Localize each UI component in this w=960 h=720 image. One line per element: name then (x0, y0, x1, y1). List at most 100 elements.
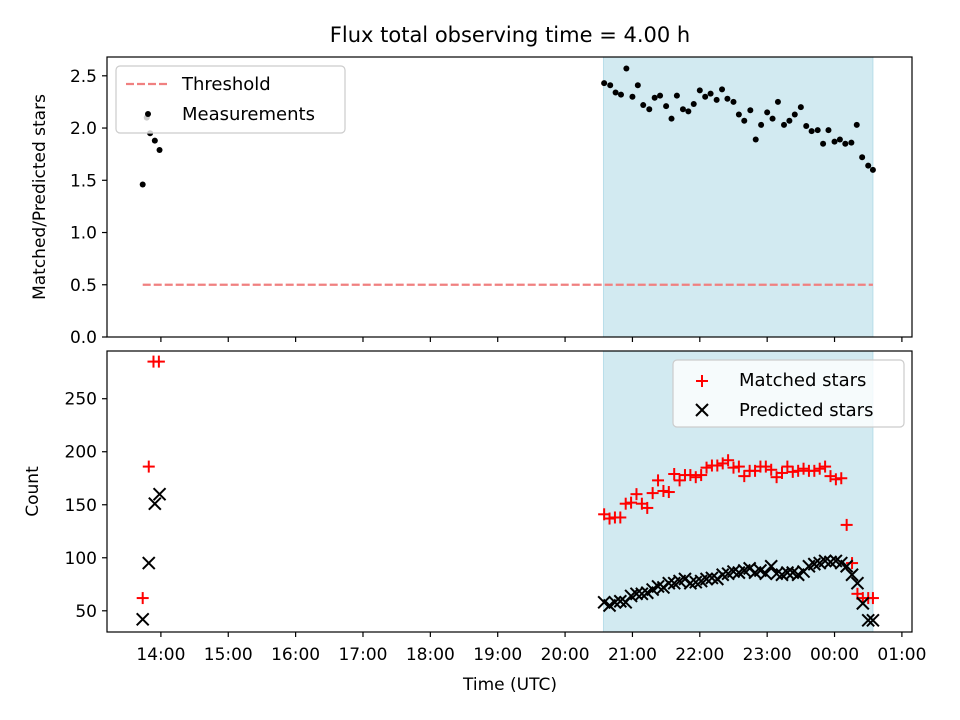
predicted-star-point (759, 566, 773, 581)
matched-star-point (619, 497, 632, 510)
x-tick-label: 16:00 (271, 645, 320, 665)
measurement-point (764, 109, 771, 116)
matched-star-point (732, 460, 745, 473)
measurement-point (629, 93, 636, 100)
predicted-star-point (613, 594, 628, 608)
matched-star-point (797, 462, 810, 475)
matched-star-point (668, 468, 681, 481)
observing-window-shade-top (602, 56, 874, 338)
y-tick-label: 50 (75, 602, 97, 622)
matched-star-point (630, 488, 643, 501)
predicted-star-point (705, 571, 719, 585)
y-tick-label: 100 (65, 549, 97, 569)
bottom-legend: Matched stars Predicted stars (672, 359, 905, 428)
legend-predicted-label: Predicted stars (739, 400, 873, 421)
predicted-star-point (856, 596, 870, 611)
x-tick-label: 00:00 (810, 645, 859, 665)
x-tick-label: 14:00 (136, 645, 185, 665)
legend-threshold-label: Threshold (181, 74, 271, 95)
matched-star-point (727, 461, 740, 474)
predicted-star-point (807, 557, 822, 571)
predicted-star-point (780, 565, 795, 580)
bottom-y-axis-ticks: 50 100 150 200 250 (65, 390, 107, 622)
matched-star-point (711, 459, 724, 472)
bottom-x-axis-ticks: 14:00 15:00 16:00 17:00 18:00 19:00 20:00 21:00… (136, 632, 926, 665)
bottom-y-axis-label: Count (23, 466, 43, 517)
legend-matched-swatch (696, 375, 708, 387)
measurement-point (139, 181, 146, 188)
y-tick-label: 2.5 (70, 67, 97, 87)
predicted-star-point (861, 613, 875, 628)
x-tick-label: 15:00 (204, 645, 253, 665)
measurement-point (791, 111, 798, 118)
measurement-point (685, 108, 692, 115)
matched-star-point (846, 557, 859, 570)
predicted-star-point (148, 496, 162, 511)
measurement-point (673, 92, 680, 99)
shaded-region (602, 56, 874, 338)
predicted-star-point (866, 613, 880, 628)
measurement-point (657, 92, 664, 99)
measurement-point (797, 104, 804, 111)
matched-star-point (641, 501, 654, 514)
measurement-point (836, 136, 843, 143)
predicted-star-point (845, 568, 859, 582)
measurement-point (842, 140, 849, 147)
measurement-point (825, 127, 832, 134)
x-tick-label: 19:00 (473, 645, 522, 665)
measurement-point (668, 115, 675, 122)
matched-star-point (808, 464, 821, 477)
measurement-point (848, 139, 855, 146)
matched-star-point (840, 518, 853, 531)
measurement-point (679, 106, 686, 113)
top-x-axis-ticks (160, 337, 903, 342)
bottom-legend-box (672, 359, 905, 428)
y-tick-label: 0.0 (70, 328, 97, 348)
x-tick-label: 23:00 (743, 645, 792, 665)
top-panel: 0.0 0.5 1.0 1.5 2.0 2.5 Matched/Predicted sta… (30, 56, 913, 348)
measurement-point (803, 122, 810, 129)
measurement-point (786, 117, 793, 124)
matched-star-point (695, 469, 708, 482)
measurement-point (623, 65, 630, 72)
matched-star-point (700, 461, 713, 474)
matched-star-point (614, 511, 627, 524)
measurement-point (859, 154, 866, 161)
measurement-point (831, 138, 838, 145)
predicted-star-point (662, 576, 676, 590)
measurement-point (752, 136, 759, 143)
measurement-point (724, 95, 731, 102)
matched-star-point (152, 355, 165, 368)
measurement-point (865, 162, 872, 169)
measurement-point (853, 121, 860, 128)
predicted-star-point (142, 556, 156, 570)
legend-matched-label: Matched stars (739, 370, 866, 391)
measurement-point (769, 115, 776, 122)
measurement-point (634, 82, 641, 89)
y-tick-label: 200 (65, 443, 97, 463)
x-tick-label: 17:00 (338, 645, 387, 665)
matched-star-point (142, 460, 155, 473)
measurement-point (747, 107, 754, 114)
measurement-point (713, 96, 720, 103)
predicted-star-point (629, 587, 644, 601)
legend-predicted-swatch (695, 403, 709, 417)
y-tick-label: 150 (65, 496, 97, 516)
matched-star-point (829, 473, 842, 486)
top-legend: Threshold Measurements (115, 65, 346, 134)
matched-star-point (657, 484, 670, 497)
measurement-point (156, 146, 163, 153)
y-tick-label: 2.0 (70, 119, 97, 139)
measurement-point (820, 140, 827, 147)
measurement-point (617, 91, 624, 98)
measurement-point (612, 89, 619, 96)
x-tick-label: 20:00 (541, 645, 590, 665)
matched-star-point (819, 460, 832, 473)
measurement-point (646, 106, 653, 113)
measurement-point (696, 87, 703, 94)
matched-star-point (689, 471, 702, 484)
measurement-point (151, 137, 158, 144)
x-tick-label: 22:00 (675, 645, 724, 665)
measurement-point (663, 103, 670, 110)
measurement-point (741, 117, 748, 124)
